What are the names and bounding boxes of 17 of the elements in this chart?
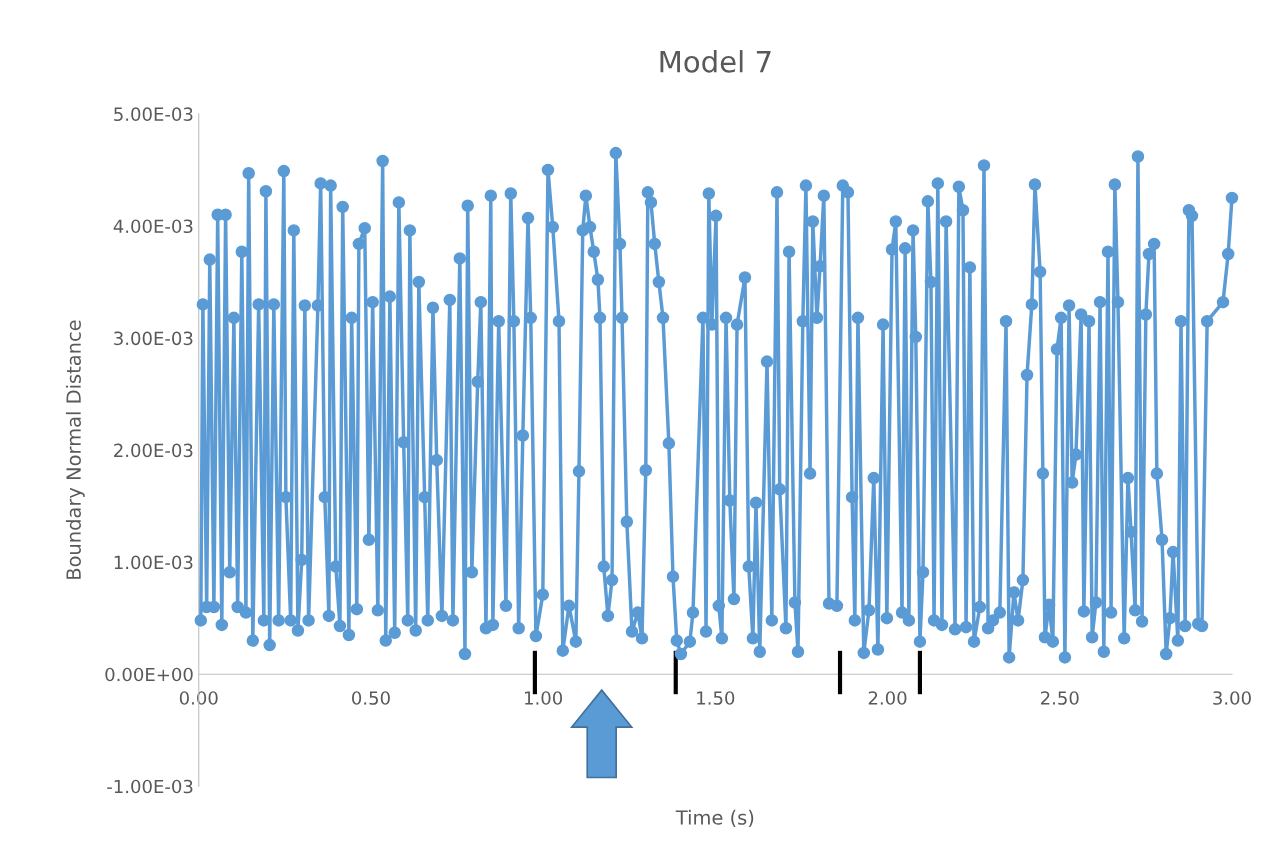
y-tick-label: 2.00E-03: [114, 443, 193, 458]
x-tick-label: 3.00: [1213, 691, 1251, 705]
y-tick-label: 0.00E+00: [105, 667, 193, 682]
x-tick-label: 0.00: [179, 691, 218, 705]
chart-title: Model 7: [660, 50, 771, 73]
x-tick-label: 2.50: [1040, 691, 1079, 705]
y-tick-label: -1.00E-03: [107, 779, 193, 794]
x-axis-title: Time (s): [675, 809, 754, 828]
y-tick-label: 5.00E-03: [114, 107, 193, 122]
x-tick-label: 0.50: [352, 691, 390, 705]
x-tick-label: 1.00: [525, 691, 563, 705]
x-tick-label: 1.50: [697, 691, 735, 705]
y-axis-title: Boundary Normal Distance: [65, 320, 85, 579]
x-tick-label: 2.00: [868, 691, 907, 705]
y-tick-label: 4.00E-03: [113, 219, 193, 234]
y-tick-label: 1.00E-03: [114, 555, 193, 570]
y-tick-label: 3.00E-03: [114, 331, 193, 346]
